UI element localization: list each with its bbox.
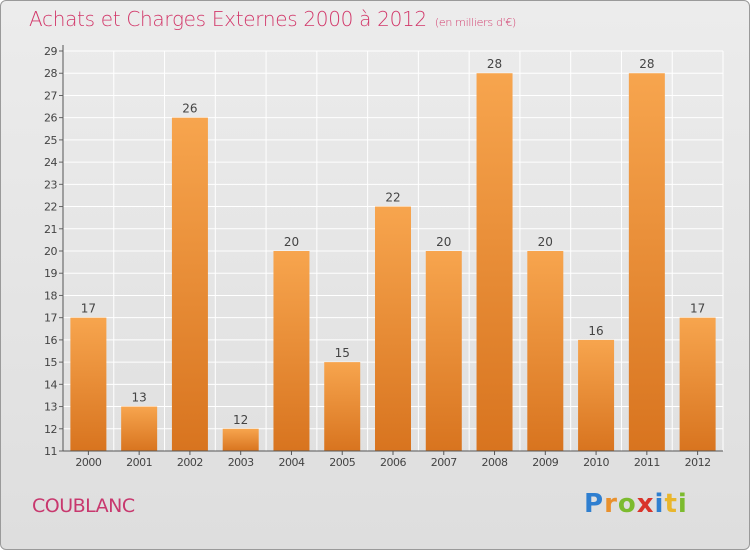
bar-data-label: 20 xyxy=(436,235,451,249)
bar-data-label: 28 xyxy=(487,57,502,71)
bar-data-label: 16 xyxy=(588,324,603,338)
y-tick-label: 21 xyxy=(44,223,57,236)
y-tick-label: 20 xyxy=(44,245,57,258)
y-tick-label: 17 xyxy=(44,312,57,325)
x-tick-label: 2001 xyxy=(126,456,152,469)
x-tick-label: 2008 xyxy=(482,456,508,469)
x-tick-label: 2009 xyxy=(532,456,558,469)
y-tick-label: 19 xyxy=(44,267,57,280)
x-tick-label: 2000 xyxy=(75,456,101,469)
x-tick-label: 2002 xyxy=(177,456,203,469)
y-tick-label: 23 xyxy=(44,178,57,191)
y-tick-label: 18 xyxy=(44,289,57,302)
bar xyxy=(628,73,665,451)
x-tick-label: 2007 xyxy=(431,456,457,469)
bar-data-label: 20 xyxy=(538,235,553,249)
bar-data-label: 22 xyxy=(385,191,400,205)
y-tick-label: 24 xyxy=(44,156,57,169)
chart-subtitle: (en milliers d'€) xyxy=(434,16,517,29)
bar-data-label: 13 xyxy=(132,391,147,405)
x-tick-label: 2004 xyxy=(278,456,304,469)
x-tick-label: 2005 xyxy=(329,456,355,469)
bar-data-label: 17 xyxy=(81,302,96,316)
y-tick-label: 12 xyxy=(44,423,57,436)
bar xyxy=(375,206,411,451)
bar xyxy=(476,73,513,451)
y-tick-label: 11 xyxy=(44,445,57,458)
chart-title-text: Achats et Charges Externes 2000 à 2012 xyxy=(29,7,427,31)
y-tick-label: 25 xyxy=(44,134,57,147)
bar xyxy=(324,362,361,451)
y-tick-label: 28 xyxy=(44,67,57,80)
chart-title: Achats et Charges Externes 2000 à 2012 (e… xyxy=(29,7,516,31)
y-tick-label: 26 xyxy=(44,112,57,125)
y-tick-label: 16 xyxy=(44,334,57,347)
bar xyxy=(121,406,158,451)
bar xyxy=(578,339,615,451)
y-tick-label: 29 xyxy=(44,45,57,58)
y-tick-label: 27 xyxy=(44,89,57,102)
bar xyxy=(273,251,310,451)
bar xyxy=(222,428,259,451)
y-tick-label: 14 xyxy=(44,378,57,391)
x-tick-label: 2010 xyxy=(583,456,609,469)
bar-data-label: 28 xyxy=(639,57,654,71)
bar xyxy=(527,251,564,451)
bar xyxy=(171,117,208,452)
y-tick-label: 13 xyxy=(44,401,57,414)
proxiti-logo: Proxiti xyxy=(584,489,688,519)
bar-data-label: 15 xyxy=(335,346,350,360)
bar-data-label: 17 xyxy=(690,302,705,316)
bar-data-label: 26 xyxy=(182,102,197,116)
bar-data-label: 20 xyxy=(284,235,299,249)
bar xyxy=(425,251,462,451)
bars: 17 13 26 12 20 15 22 20 28 20 16 28 17 xyxy=(70,57,716,452)
y-tick-label: 22 xyxy=(44,201,57,214)
bar-data-label: 12 xyxy=(233,413,248,427)
bar xyxy=(70,317,107,451)
x-tick-label: 2006 xyxy=(380,456,406,469)
x-tick-label: 2003 xyxy=(228,456,254,469)
axes: 11 12 13 14 15 16 17 18 19 20 21 22 23 24 25 26 27 28 29 20… xyxy=(44,45,723,469)
x-tick-label: 2011 xyxy=(634,456,660,469)
place-name: COUBLANC xyxy=(32,495,135,517)
y-tick-label: 15 xyxy=(44,356,57,369)
bar xyxy=(679,317,716,451)
x-tick-label: 2012 xyxy=(685,456,711,469)
